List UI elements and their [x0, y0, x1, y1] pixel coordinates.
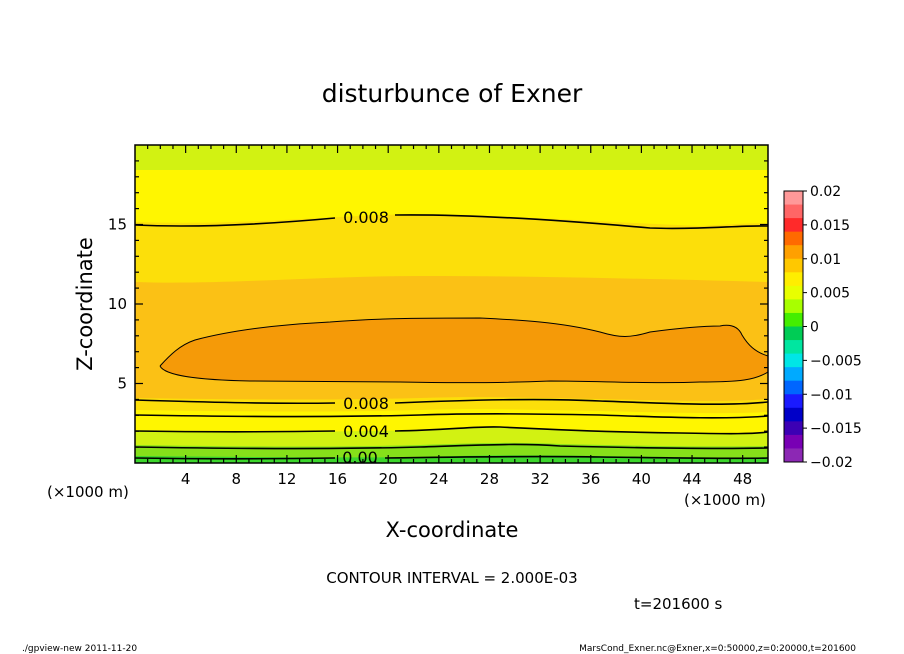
y-tick-label: 10 [108, 295, 127, 313]
time-label: t=201600 s [634, 595, 722, 613]
colorbar-swatch [784, 312, 803, 327]
colorbar-swatch [784, 218, 803, 233]
colorbar-swatch [784, 231, 803, 246]
colorbar-swatch [784, 367, 803, 382]
colorbar-label: −0.005 [810, 353, 862, 369]
colorbar-swatch [784, 407, 803, 422]
x-tick-label: 8 [232, 470, 242, 488]
contour-label: 0.008 [343, 208, 389, 227]
chart-title: disturbunce of Exner [322, 79, 583, 108]
colorbar-label: −0.01 [810, 387, 853, 403]
x-tick-label: 16 [328, 470, 347, 488]
x-tick-label: 44 [682, 470, 701, 488]
colorbar-label: −0.02 [810, 455, 853, 471]
contour-line-0.008-lower [135, 398, 768, 406]
colorbar-swatch [784, 394, 803, 409]
colorbar-swatch [784, 380, 803, 395]
footer-right: MarsCond_Exner.nc@Exner,x=0:50000,z=0:20… [579, 644, 856, 654]
contour-line-0.000 [135, 455, 768, 460]
contour-line-0.006 [135, 413, 768, 419]
colorbar-swatch [784, 272, 803, 287]
contour-label: 0.00 [342, 448, 378, 467]
colorbar-frame [783, 190, 804, 463]
contour-line-0.010 [159, 317, 768, 384]
colorbar-swatch [784, 191, 803, 206]
contour-line-0.008-upper [135, 214, 768, 230]
colorbar-swatch [784, 448, 803, 463]
colorbar-swatch [784, 299, 803, 314]
y-tick-label: 5 [117, 375, 127, 393]
x-axis-label: X-coordinate [386, 518, 519, 542]
contour-interval-text: CONTOUR INTERVAL = 2.000E-03 [326, 569, 577, 587]
y-axis: 5 10 15 [108, 160, 768, 448]
colorbar-swatch [784, 245, 803, 260]
x-tick-label: 12 [277, 470, 296, 488]
x-axis: 4 8 12 16 20 24 28 32 36 40 44 48 [147, 145, 756, 488]
colorbar: 0.02 0.015 0.01 0.005 0 −0.005 −0.01 −0.015 −0.0… [784, 184, 862, 471]
contour-line-0.004 [135, 426, 768, 435]
colorbar-swatch [784, 204, 803, 219]
contour-label: 0.004 [343, 422, 389, 441]
y-axis-label: Z-coordinate [73, 237, 97, 371]
colorbar-swatch [784, 340, 803, 355]
colorbar-swatch [784, 353, 803, 368]
colorbar-swatch [784, 258, 803, 273]
colorbar-label: 0.005 [810, 286, 850, 302]
contour-label: 0.008 [343, 394, 389, 413]
x-tick-label: 4 [181, 470, 191, 488]
contour-line-0.002 [135, 443, 768, 450]
colorbar-label: 0 [810, 320, 819, 336]
x-tick-label: 48 [733, 470, 752, 488]
colorbar-swatch [784, 434, 803, 449]
colorbar-label: 0.01 [810, 252, 841, 268]
x-tick-label: 40 [632, 470, 651, 488]
contour-lines [135, 214, 768, 460]
band-orange-dark [160, 318, 768, 383]
colorbar-swatch [784, 421, 803, 436]
colorbar-swatch [784, 285, 803, 300]
x-tick-label: 20 [379, 470, 398, 488]
x-tick-label: 24 [429, 470, 448, 488]
colorbar-label: 0.02 [810, 184, 841, 200]
colorbar-label: 0.015 [810, 218, 850, 234]
x-tick-label: 28 [480, 470, 499, 488]
y-tick-label: 15 [108, 216, 127, 234]
x-unit-right: (×1000 m) [684, 491, 766, 509]
footer-left: ./gpview-new 2011-11-20 [22, 644, 137, 654]
contour-fill [135, 145, 768, 463]
x-tick-label: 36 [581, 470, 600, 488]
x-tick-label: 32 [531, 470, 550, 488]
x-unit-left: (×1000 m) [47, 483, 129, 501]
colorbar-swatch [784, 326, 803, 341]
colorbar-label: −0.015 [810, 421, 862, 437]
